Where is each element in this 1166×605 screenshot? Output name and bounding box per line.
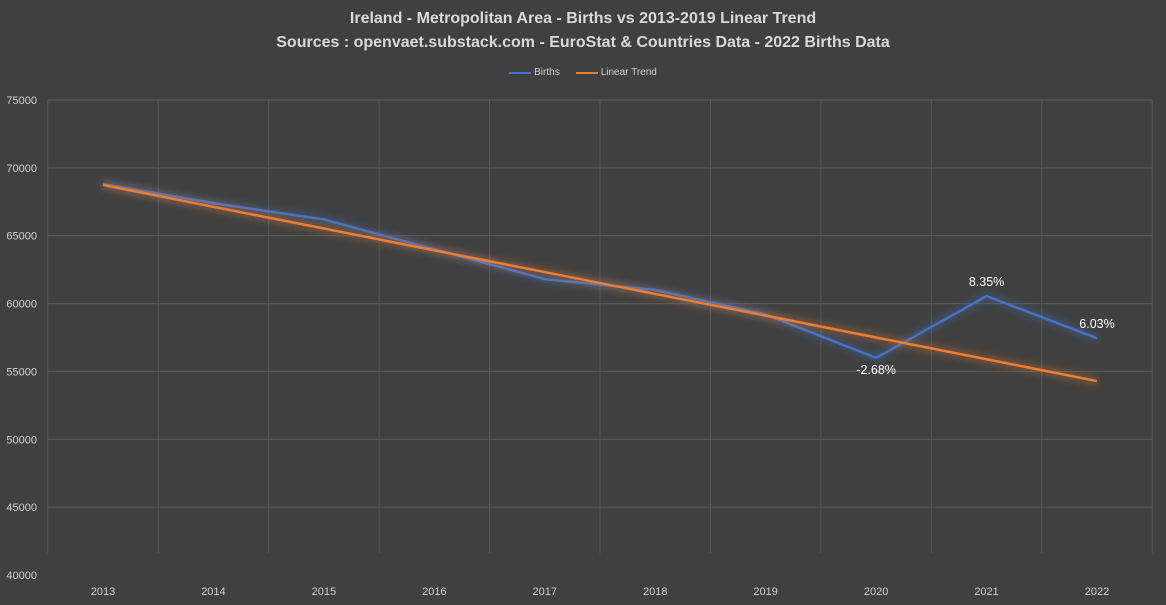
y-tick-label: 55000 (6, 366, 37, 378)
legend-label-births: Births (534, 67, 560, 78)
chart-subtitle: Sources : openvaet.substack.com - EuroSt… (276, 34, 890, 51)
y-tick-label: 70000 (6, 163, 37, 175)
legend-swatch-births (509, 71, 532, 74)
y-tick-label: 60000 (6, 299, 37, 311)
x-tick-label: 2022 (1085, 586, 1109, 598)
x-tick-label: 2016 (422, 586, 446, 598)
legend-item-linear-trend: Linear Trend (575, 67, 657, 78)
y-tick-label: 75000 (6, 95, 37, 107)
legend-label-linear-trend: Linear Trend (600, 67, 657, 78)
x-tick-label: 2017 (533, 586, 557, 598)
legend-item-births: Births (509, 67, 560, 78)
x-tick-label: 2021 (974, 586, 998, 598)
x-tick-label: 2015 (312, 586, 336, 598)
x-tick-label: 2019 (753, 586, 777, 598)
data-label: 6.03% (1079, 317, 1114, 331)
y-tick-label: 40000 (6, 570, 37, 582)
y-tick-label: 50000 (6, 434, 37, 446)
legend: Births Linear Trend (0, 67, 1166, 78)
y-tick-label: 65000 (6, 231, 37, 243)
chart-title: Ireland - Metropolitan Area - Births vs … (349, 10, 817, 27)
series-line-linear-trend (102, 183, 1098, 383)
data-label: 8.35% (969, 275, 1004, 289)
x-tick-label: 2014 (201, 586, 225, 598)
x-tick-label: 2020 (864, 586, 888, 598)
x-tick-label: 2013 (91, 586, 115, 598)
legend-swatch-linear-trend (575, 71, 598, 74)
y-tick-label: 45000 (6, 502, 37, 514)
data-label: -2.68% (856, 363, 896, 377)
x-tick-label: 2018 (643, 586, 667, 598)
